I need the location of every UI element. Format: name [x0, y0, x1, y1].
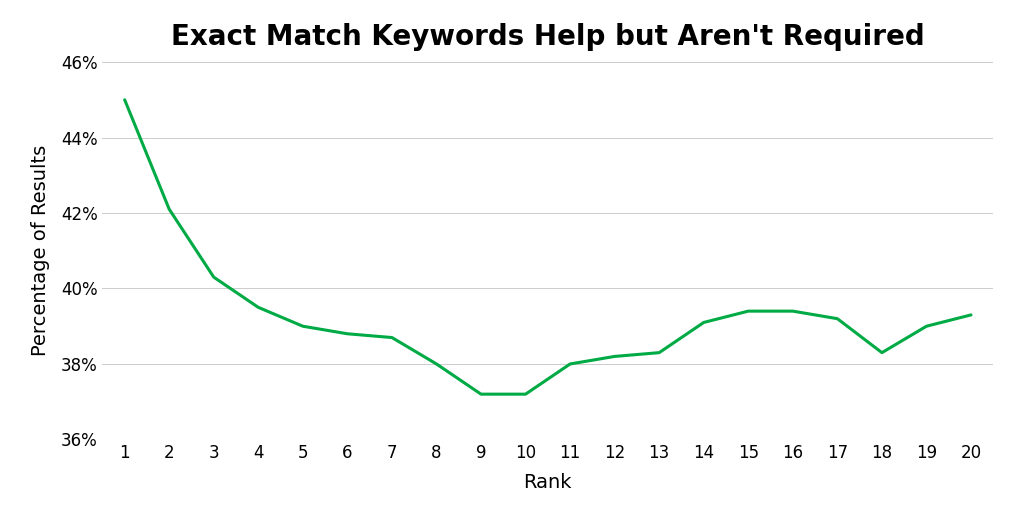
X-axis label: Rank: Rank	[523, 474, 572, 492]
Y-axis label: Percentage of Results: Percentage of Results	[31, 145, 50, 356]
Title: Exact Match Keywords Help but Aren't Required: Exact Match Keywords Help but Aren't Req…	[171, 23, 925, 51]
